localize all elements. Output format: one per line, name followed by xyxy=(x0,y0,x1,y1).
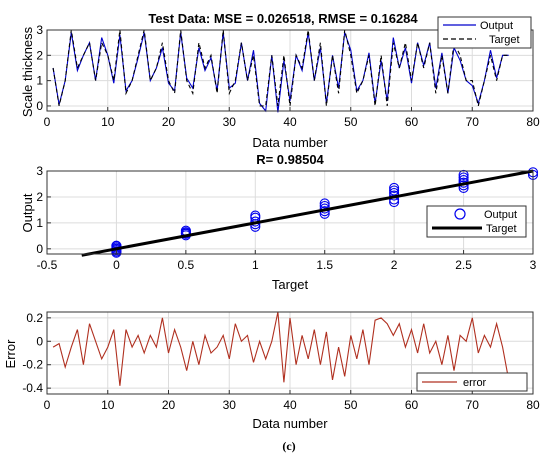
panel1-ticks: 0 10 20 30 40 50 60 70 80 0 1 2 3 xyxy=(36,23,540,129)
scatter-point xyxy=(458,169,469,180)
fit-line xyxy=(81,169,534,257)
panel-error: 0 10 20 30 40 50 60 70 80 0.2 0 -0.2 -0.4 Data numbe… xyxy=(3,311,540,431)
panel3-legend: error xyxy=(416,372,528,392)
scatter-point xyxy=(389,185,400,196)
x-tick-label: 60 xyxy=(405,398,419,412)
x-tick-label: 2 xyxy=(391,258,398,272)
y-tick-label: 2 xyxy=(36,190,43,204)
panel2-legend-points: Output xyxy=(484,209,517,221)
panel2-legend-fit: Target xyxy=(486,223,517,235)
panel2-axes-box xyxy=(46,170,534,255)
y-tick-label: -0.4 xyxy=(22,381,43,395)
x-tick-label: 0 xyxy=(44,398,51,412)
figure-caption: (c) xyxy=(282,439,295,453)
x-tick-label: 80 xyxy=(526,115,540,129)
panel-test-data: Test Data: MSE = 0.026518, RMSE = 0.1628… xyxy=(20,11,540,150)
panel2-xlabel: Target xyxy=(272,277,309,292)
y-tick-label: 0 xyxy=(36,99,43,113)
panel1-legend-output: Output xyxy=(480,20,513,32)
y-tick-label: 1 xyxy=(36,74,43,88)
x-tick-label: 3 xyxy=(530,258,537,272)
panel3-ticks: 0 10 20 30 40 50 60 70 80 0.2 0 -0.2 -0.4 xyxy=(22,311,540,412)
x-tick-label: 70 xyxy=(466,398,480,412)
x-tick-label: 80 xyxy=(526,398,540,412)
x-tick-label: 50 xyxy=(344,398,358,412)
series-line-error xyxy=(52,311,510,386)
panel2-ylabel: Output xyxy=(20,193,35,232)
x-tick-label: 20 xyxy=(162,115,176,129)
panel1-title: Test Data: MSE = 0.026518, RMSE = 0.1628… xyxy=(148,11,418,26)
scatter-point xyxy=(250,210,261,221)
scatter-point xyxy=(180,228,191,239)
scatter-point xyxy=(319,198,330,209)
scatter-point xyxy=(458,172,469,183)
panel1-legend-target: Target xyxy=(489,34,520,46)
x-tick-label: 0.5 xyxy=(178,258,195,272)
y-tick-label: 2 xyxy=(36,48,43,62)
panel2-legend-box xyxy=(426,205,527,238)
panel2-ticks: -0.5 0 0.5 1 1.5 2 2.5 3 0 1 2 3 xyxy=(36,164,536,272)
x-tick-label: 0 xyxy=(113,258,120,272)
y-tick-label: -0.2 xyxy=(22,358,43,372)
y-tick-label: 1 xyxy=(36,216,43,230)
x-tick-label: 20 xyxy=(162,398,176,412)
panel1-xlabel: Data number xyxy=(252,135,328,150)
x-tick-label: 1.5 xyxy=(316,258,333,272)
y-tick-label: 3 xyxy=(36,164,43,178)
x-tick-label: 1 xyxy=(252,258,259,272)
x-tick-label: 30 xyxy=(223,398,237,412)
x-tick-label: 30 xyxy=(223,115,237,129)
panel3-legend-box xyxy=(416,372,528,392)
panel2-title: R= 0.98504 xyxy=(256,152,324,167)
panel3-legend-error: error xyxy=(463,377,487,389)
panel3-xlabel: Data number xyxy=(252,416,328,431)
panel2-legend: Output Target xyxy=(426,205,527,238)
panel1-legend: Output Target xyxy=(437,16,532,49)
y-tick-label: 0 xyxy=(36,334,43,348)
x-tick-label: 60 xyxy=(405,115,419,129)
x-tick-label: 70 xyxy=(466,115,480,129)
y-tick-label: 3 xyxy=(36,23,43,37)
x-tick-label: 40 xyxy=(283,398,297,412)
x-tick-label: 10 xyxy=(101,115,115,129)
x-tick-label: 2.5 xyxy=(455,258,472,272)
panel1-legend-box xyxy=(437,16,532,49)
x-tick-label: 50 xyxy=(344,115,358,129)
series-line-target xyxy=(52,29,509,107)
panel2-series xyxy=(81,167,539,258)
panel1-ylabel: Scale thickness xyxy=(20,26,35,117)
scatter-point xyxy=(389,182,400,193)
panel3-ylabel: Error xyxy=(3,339,18,369)
y-tick-label: 0 xyxy=(36,242,43,256)
x-tick-label: -0.5 xyxy=(37,258,58,272)
panel2-legend-points-swatch xyxy=(454,208,466,220)
x-tick-label: 40 xyxy=(283,115,297,129)
panel3-series xyxy=(52,311,510,386)
x-tick-label: 10 xyxy=(101,398,115,412)
y-tick-label: 0.2 xyxy=(26,311,43,325)
panel1-series xyxy=(52,29,509,113)
x-tick-label: 0 xyxy=(44,115,51,129)
